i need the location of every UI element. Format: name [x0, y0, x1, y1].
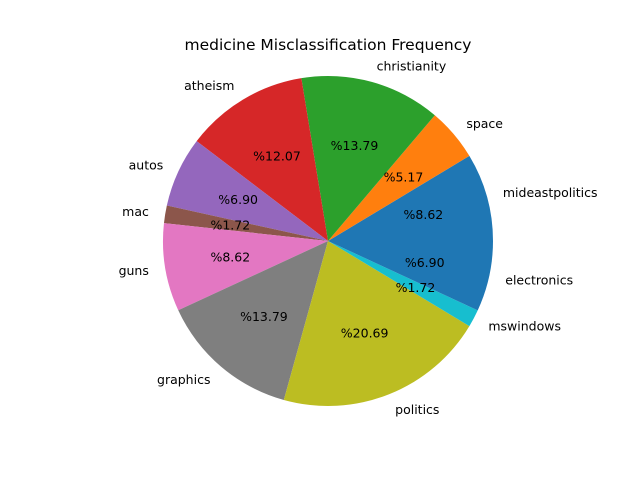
- percent-label-autos: %6.90: [218, 192, 258, 207]
- percent-labels: %8.62 %5.17 %13.79 %12.07 %6.90 %1.72 %8.62 %13…: [210, 138, 444, 340]
- percent-label-space: %5.17: [384, 169, 424, 184]
- percent-label-mac: %1.72: [210, 217, 250, 232]
- percent-label-atheism: %12.07: [253, 149, 301, 164]
- percent-label-politics: %20.69: [341, 325, 389, 340]
- category-labels: mideastpolitics space christianity atheism a…: [119, 59, 598, 417]
- pie-slice-guns: [163, 223, 328, 311]
- category-label-mac: mac: [122, 204, 149, 219]
- pie-slice-christianity: [301, 76, 435, 241]
- category-label-graphics: graphics: [157, 372, 210, 387]
- category-label-autos: autos: [129, 157, 164, 172]
- pie-slice-mac: [163, 205, 328, 241]
- pie-slices: [163, 76, 493, 407]
- percent-label-mswindows: %1.72: [396, 280, 436, 295]
- percent-label-graphics: %13.79: [240, 309, 288, 324]
- pie-slice-graphics: [178, 241, 328, 400]
- category-label-mideastpolitics: mideastpolitics: [503, 185, 598, 200]
- percent-label-guns: %8.62: [210, 250, 250, 265]
- pie-slice-electronics: [328, 241, 493, 311]
- pie-slice-atheism: [196, 78, 328, 241]
- pie-slice-politics: [283, 241, 470, 407]
- pie-slice-mswindows: [328, 241, 478, 327]
- percent-label-christianity: %13.79: [331, 138, 379, 153]
- category-label-atheism: atheism: [184, 78, 234, 93]
- percent-label-mideastpolitics: %8.62: [404, 207, 444, 222]
- category-label-guns: guns: [119, 263, 149, 278]
- pie-slice-space: [328, 115, 470, 241]
- percent-label-electronics: %6.90: [405, 255, 445, 270]
- category-label-politics: politics: [395, 402, 439, 417]
- chart-title: medicine Misclassification Frequency: [185, 36, 472, 54]
- category-label-christianity: christianity: [377, 59, 447, 74]
- pie-slice-mideastpolitics: [328, 155, 493, 241]
- category-label-mswindows: mswindows: [488, 319, 561, 334]
- pie-slice-autos: [166, 141, 328, 241]
- category-label-electronics: electronics: [505, 273, 573, 288]
- category-label-space: space: [466, 116, 503, 131]
